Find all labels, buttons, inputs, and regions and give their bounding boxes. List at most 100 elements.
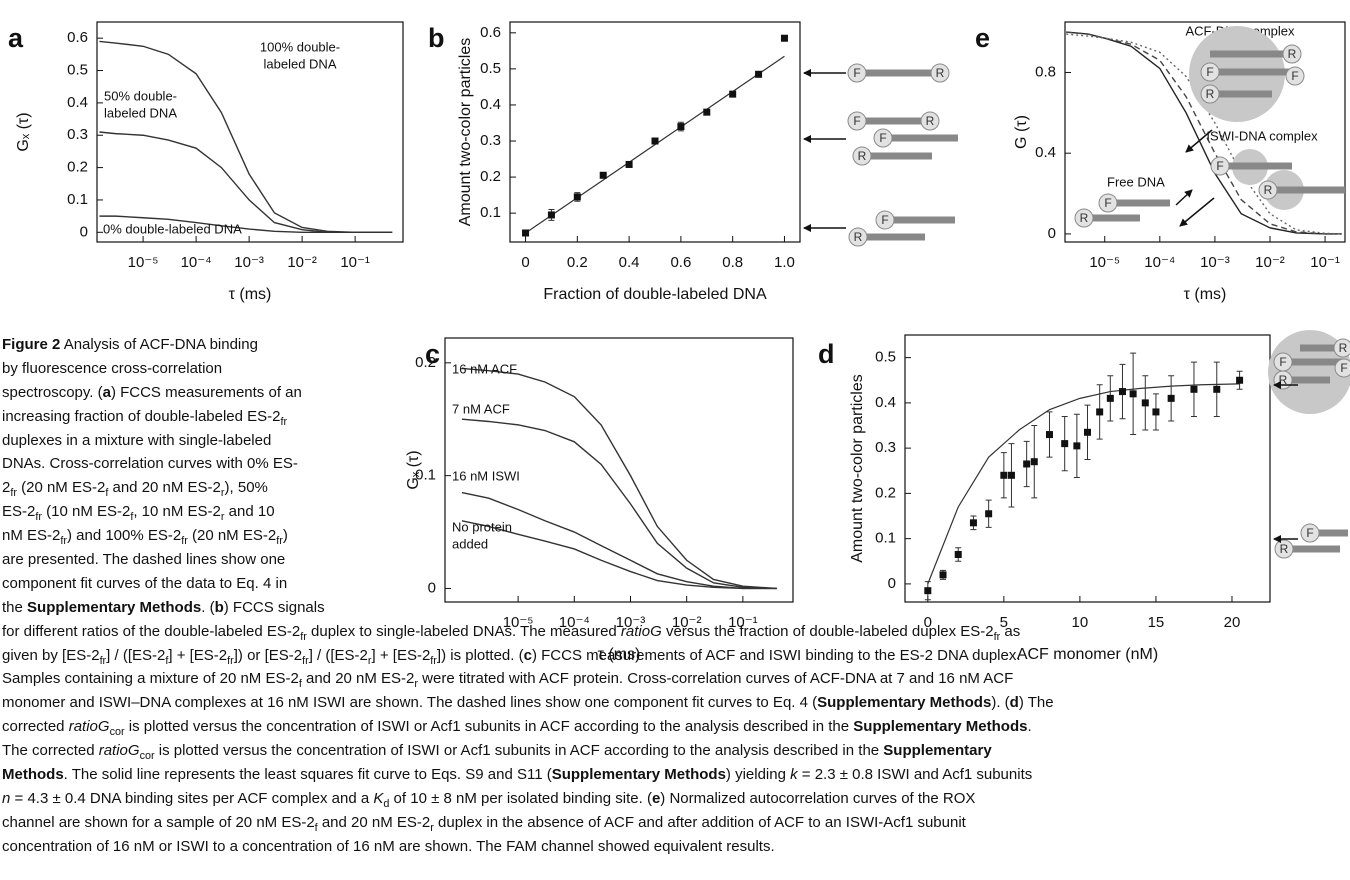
- caption-line: spectroscopy. (a) FCCS measurements of a…: [2, 381, 1054, 405]
- fluorophore-label: R: [858, 149, 867, 163]
- arrow: [1185, 129, 1213, 153]
- y-tick-label: 0: [428, 579, 436, 596]
- fluorophore-label: F: [1306, 526, 1313, 540]
- y-tick-label: 0.5: [875, 349, 896, 366]
- plot-frame: [509, 21, 801, 243]
- caption-text: ) FCCS signals: [223, 598, 325, 616]
- caption-text: r: [430, 821, 434, 834]
- caption-line: by fluorescence cross-correlation: [2, 357, 1054, 381]
- plot-frame: [444, 337, 794, 603]
- annotation: added: [452, 536, 488, 551]
- y-tick-label: 0.6: [480, 24, 501, 41]
- caption-text: fr: [430, 654, 437, 667]
- annotation: 16 nM ACF: [452, 361, 517, 376]
- fluorophore: [1200, 84, 1220, 104]
- fluorophore: [1098, 193, 1118, 213]
- caption-text: k: [790, 766, 798, 784]
- caption-text: d: [383, 797, 390, 810]
- caption-text: fr: [300, 630, 307, 643]
- dna-rod: [885, 216, 955, 224]
- caption-text: f: [314, 821, 318, 834]
- caption-text: fr: [181, 535, 188, 548]
- data-point: [954, 550, 962, 558]
- caption-text: ] + [ES-2: [371, 646, 431, 664]
- caption-text: spectroscopy. (: [2, 383, 103, 401]
- fluorophore: [1200, 62, 1220, 82]
- y-tick-label: 0.5: [67, 61, 88, 78]
- fluorophore-label: R: [1264, 183, 1273, 197]
- data-point: [1152, 408, 1160, 416]
- caption-text: Supplementary Methods: [551, 766, 726, 784]
- caption-line: DNAs. Cross-correlation curves with 0% E…: [2, 452, 1054, 476]
- data-point: [939, 571, 947, 579]
- caption-text: ) FCCS measurements of an: [110, 383, 302, 401]
- caption-text: is plotted versus the concentration of I…: [154, 742, 884, 760]
- y-tick-label: 0.4: [1035, 144, 1056, 161]
- x-axis-label: ACF monomer (nM): [1017, 646, 1158, 663]
- plot-frame: [904, 334, 1271, 603]
- y-tick-label: 0.3: [480, 132, 501, 149]
- caption-text: cor: [139, 750, 155, 763]
- fluorophore-label: F: [1216, 159, 1223, 173]
- chart-panel: c 10⁻⁵ 10⁻⁴ 10⁻³ 10⁻² 10⁻¹ 0 0.1 0.2 τ (ms) Gₓ (τ)…: [405, 337, 794, 663]
- caption-line: corrected ratioGcor is plotted versus th…: [2, 715, 1054, 739]
- data-point: [1007, 471, 1015, 479]
- y-axis-label: Gₓ (τ): [405, 450, 422, 489]
- caption-text: r: [367, 654, 372, 667]
- caption-line: are presented. The dashed lines show one: [2, 548, 1054, 572]
- data-point: [755, 70, 763, 78]
- y-tick-label: 0.1: [67, 191, 88, 208]
- caption-text: ratioG: [68, 718, 110, 736]
- plot-frame: [1064, 21, 1346, 243]
- caption-text: nM ES-2: [2, 527, 61, 545]
- x-tick-label: 10⁻⁴: [559, 614, 590, 631]
- caption-text: duplex to single-labeled DNAs. The measu…: [306, 622, 621, 640]
- x-tick-label: 10⁻²: [672, 614, 702, 631]
- caption-text: by fluorescence cross-correlation: [2, 359, 223, 377]
- data-point: [1129, 390, 1137, 398]
- chart-panel: b 0 0.2 0.4 0.6 0.8 1.0 0.1 0.2 0.3 0.4 0.5 0.6 Fract…: [428, 21, 801, 303]
- caption-text: fr: [280, 415, 288, 428]
- x-axis-label: τ (ms): [229, 286, 272, 303]
- data-point: [1045, 431, 1053, 439]
- caption-text: ) FCCS measurements of ACF and ISWI bind…: [531, 646, 1021, 664]
- panel-letter: a: [8, 23, 24, 53]
- data-point: [1236, 376, 1244, 384]
- caption-text: b: [214, 598, 224, 616]
- fluorophore-label: F: [853, 114, 860, 128]
- y-tick-label: 0.1: [875, 530, 896, 547]
- x-tick-label: 10⁻⁵: [128, 254, 159, 271]
- caption-text: fr: [302, 654, 309, 667]
- caption-text: component fit curves of the data to Eq. …: [2, 574, 288, 592]
- data-point: [1023, 460, 1031, 468]
- y-tick-label: 0.3: [67, 126, 88, 143]
- x-tick-label: 0.4: [619, 254, 640, 271]
- caption-text: ] + [ES-2: [168, 646, 228, 664]
- fluorophore-label: R: [1206, 87, 1215, 101]
- caption-text: (10 nM ES-2: [41, 503, 131, 521]
- fluorophore: [1274, 539, 1294, 559]
- dna-rod: [1284, 545, 1340, 553]
- caption-text: and 20 nM ES-2: [317, 813, 431, 831]
- x-tick-label: 10⁻³: [616, 614, 646, 631]
- caption-text: , 10 nM ES-2: [133, 503, 221, 521]
- dna-rod: [1084, 214, 1140, 222]
- caption-text: d: [1009, 694, 1019, 712]
- caption-text: Supplementary Methods: [27, 598, 202, 616]
- fluorophore: [1334, 358, 1350, 378]
- data-point: [1061, 440, 1069, 448]
- caption-text: The corrected: [2, 742, 99, 760]
- caption-text: ratioG: [620, 622, 662, 640]
- dna-rod: [1283, 358, 1345, 366]
- caption-text: Samples containing a mixture of 20 nM ES…: [2, 670, 299, 688]
- caption-line: increasing fraction of double-labeled ES…: [2, 405, 1054, 429]
- annotation: 100% double-: [260, 39, 340, 54]
- caption-line: given by [ES-2fr] / ([ES-2f] + [ES-2fr])…: [2, 644, 1054, 668]
- dna-rod: [1210, 50, 1292, 58]
- y-tick-label: 0.5: [480, 60, 501, 77]
- fit-line: [525, 55, 785, 234]
- annotation: ISWI-DNA complex: [1206, 128, 1318, 143]
- caption-text: f: [165, 654, 169, 667]
